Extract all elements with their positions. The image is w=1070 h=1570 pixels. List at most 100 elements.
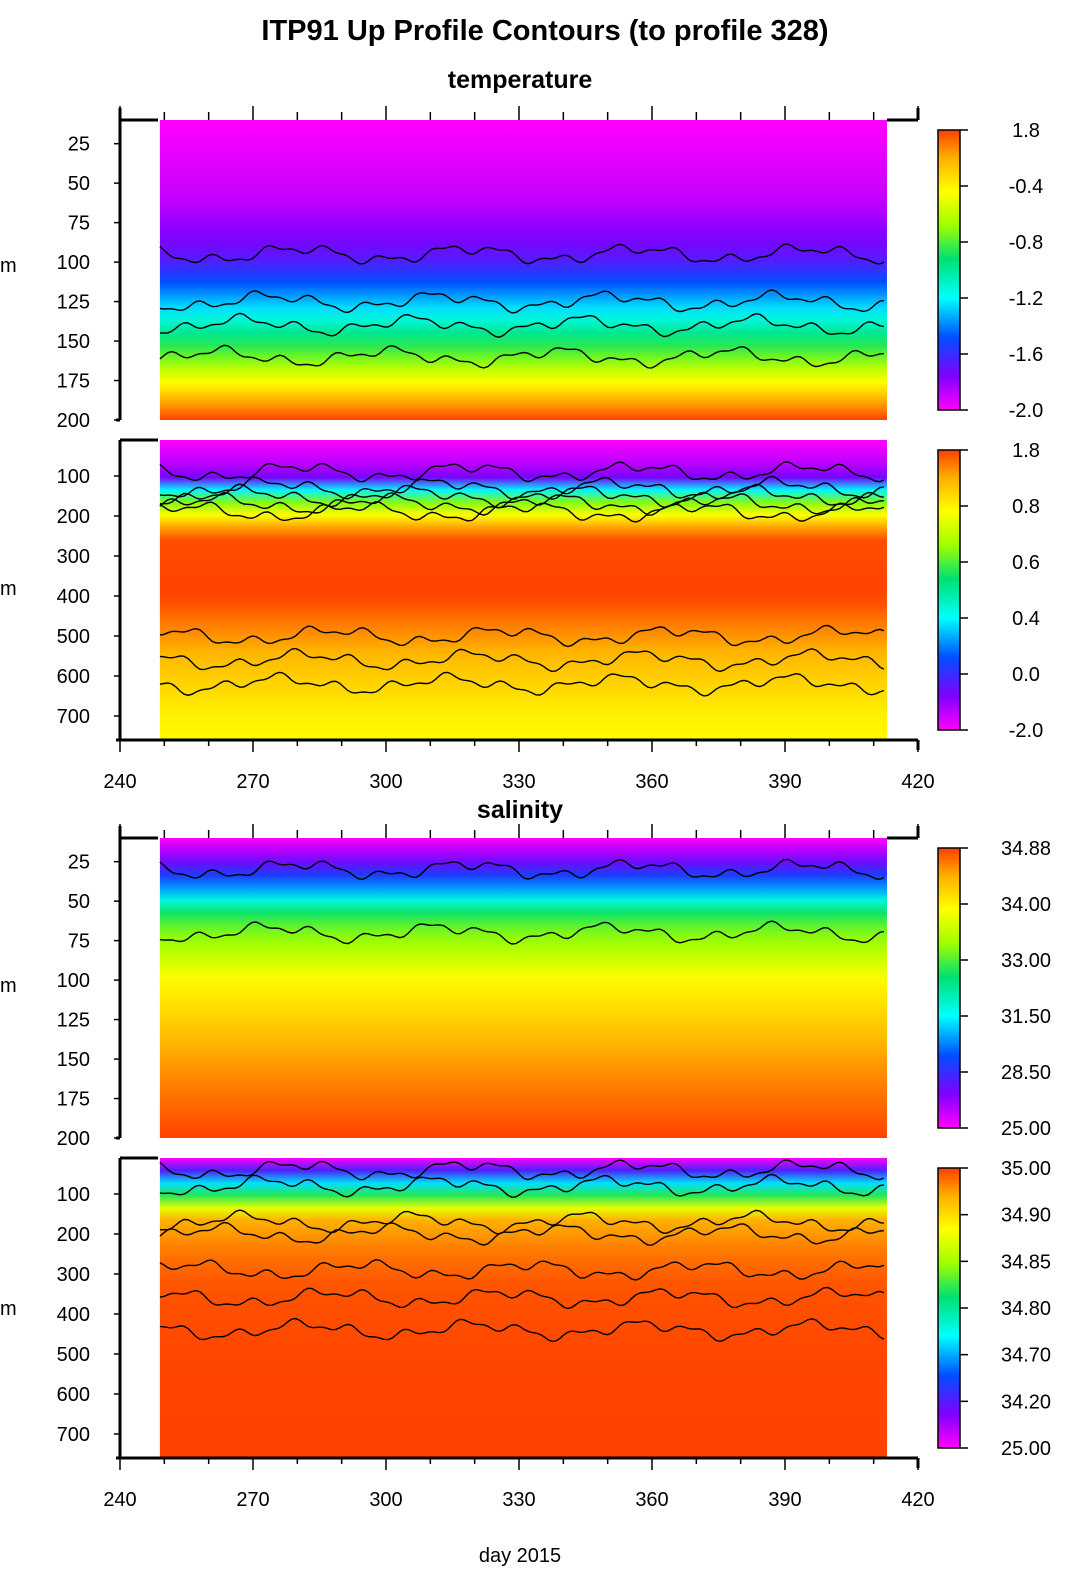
contour-line bbox=[159, 1317, 885, 1343]
colorbar-label: -0.8 bbox=[1009, 232, 1043, 254]
contour-line bbox=[159, 312, 885, 338]
y-tick-label: 400 bbox=[57, 586, 90, 608]
colorbar-frame bbox=[937, 847, 961, 1129]
colorbar-gradient bbox=[938, 848, 960, 1128]
colorbar-label: 25.00 bbox=[1001, 1118, 1051, 1140]
colorbar-gradient bbox=[938, 450, 960, 730]
colorbar-label: 34.20 bbox=[1001, 1391, 1051, 1413]
y-tick-label: 200 bbox=[57, 1224, 90, 1246]
y-tick-label: 25 bbox=[68, 134, 90, 156]
contour-line bbox=[159, 491, 884, 516]
x-tick-label: 300 bbox=[369, 1489, 402, 1511]
panels: 25 50 75 100 125 150 175 200 1.8 -0.4 -0.8 -1.2 -1.6… bbox=[57, 106, 1051, 1511]
y-tick-label: 500 bbox=[57, 1344, 90, 1366]
y-axis-unit-salinity-bottom: m bbox=[0, 1298, 17, 1320]
y-tick-label: 125 bbox=[57, 1010, 90, 1032]
heatmap-field bbox=[159, 838, 887, 1138]
colorbar-label: 35.00 bbox=[1001, 1158, 1051, 1180]
x-tick-label: 240 bbox=[103, 1489, 136, 1511]
contour-line bbox=[159, 483, 885, 509]
contour-line bbox=[159, 1286, 885, 1310]
colorbar-label: -2.0 bbox=[1009, 720, 1043, 742]
colorbar-label: 34.80 bbox=[1001, 1298, 1051, 1320]
y-tick-label: 175 bbox=[57, 371, 90, 393]
colorbar-label: 0.4 bbox=[1012, 608, 1040, 630]
colorbar-gradient bbox=[938, 130, 960, 410]
x-tick-label: 390 bbox=[768, 771, 801, 793]
heatmap-field bbox=[159, 440, 887, 740]
y-tick-label: 300 bbox=[57, 546, 90, 568]
y-tick-label: 150 bbox=[57, 331, 90, 353]
panel-temperature-bottom: 100 200 300 400 500 600 700 240 270 300 330 360 390 4… bbox=[57, 438, 1043, 793]
contour-line bbox=[159, 671, 885, 697]
colorbar-label: 34.90 bbox=[1001, 1205, 1051, 1227]
y-tick-label: 300 bbox=[57, 1264, 90, 1286]
x-tick-label: 360 bbox=[635, 1489, 668, 1511]
contour-line bbox=[159, 920, 885, 945]
colorbar-frame bbox=[937, 129, 961, 411]
heatmap-field bbox=[159, 1158, 887, 1458]
y-tick-label: 50 bbox=[68, 173, 90, 195]
temperature-section-label: temperature bbox=[448, 66, 593, 94]
y-tick-label: 50 bbox=[68, 891, 90, 913]
y-tick-label: 75 bbox=[68, 213, 90, 235]
contour-line bbox=[159, 243, 885, 265]
y-tick-label: 600 bbox=[57, 1384, 90, 1406]
contour-line bbox=[159, 1209, 885, 1235]
y-tick-label: 500 bbox=[57, 626, 90, 648]
colorbar-label: 33.00 bbox=[1001, 950, 1051, 972]
y-tick-label: 100 bbox=[57, 252, 90, 274]
y-tick-label: 200 bbox=[57, 506, 90, 528]
y-tick-label: 200 bbox=[57, 410, 90, 432]
contour-line bbox=[159, 1258, 885, 1281]
colorbar-label: 34.70 bbox=[1001, 1345, 1051, 1367]
y-tick-label: 175 bbox=[57, 1089, 90, 1111]
panel-temperature-top: 25 50 75 100 125 150 175 200 1.8 -0.4 -0.8 -1.2 -1.6… bbox=[57, 106, 1043, 432]
contour-line bbox=[159, 1159, 885, 1181]
colorbar-label: 1.8 bbox=[1012, 120, 1040, 142]
salinity-section-label: salinity bbox=[477, 796, 563, 824]
y-tick-label: 100 bbox=[57, 970, 90, 992]
colorbar-label: 0.6 bbox=[1012, 552, 1040, 574]
x-tick-label: 360 bbox=[635, 771, 668, 793]
y-axis-unit-temperature-top: m bbox=[0, 255, 17, 277]
y-tick-label: 100 bbox=[57, 1184, 90, 1206]
x-tick-label: 390 bbox=[768, 1489, 801, 1511]
x-tick-label: 330 bbox=[502, 771, 535, 793]
y-tick-label: 100 bbox=[57, 466, 90, 488]
y-tick-label: 400 bbox=[57, 1304, 90, 1326]
contour-line bbox=[159, 647, 885, 673]
panel-salinity-bottom: 100 200 300 400 500 600 700 240 270 300 330 360 390 4… bbox=[57, 1156, 1051, 1511]
contour-line bbox=[159, 344, 884, 369]
contour-line bbox=[159, 1221, 884, 1246]
x-axis-label: day 2015 bbox=[479, 1545, 561, 1567]
y-tick-label: 75 bbox=[68, 931, 90, 953]
figure-title: ITP91 Up Profile Contours (to profile 32… bbox=[261, 15, 828, 47]
contour-line bbox=[159, 1173, 885, 1199]
colorbar-label: 31.50 bbox=[1001, 1006, 1051, 1028]
colorbar-label: -2.0 bbox=[1009, 400, 1043, 422]
colorbar-label: -1.2 bbox=[1009, 288, 1043, 310]
x-tick-label: 420 bbox=[901, 1489, 934, 1511]
y-tick-label: 200 bbox=[57, 1128, 90, 1150]
contour-line bbox=[159, 858, 885, 880]
y-axis-unit-temperature-bottom: m bbox=[0, 578, 17, 600]
colorbar-label: 25.00 bbox=[1001, 1438, 1051, 1460]
colorbar-label: -0.4 bbox=[1009, 176, 1043, 198]
y-tick-label: 25 bbox=[68, 852, 90, 874]
y-tick-label: 700 bbox=[57, 1424, 90, 1446]
contour-line bbox=[159, 461, 885, 483]
colorbar-gradient bbox=[938, 1168, 960, 1448]
colorbar-label: 34.88 bbox=[1001, 838, 1051, 860]
colorbar-frame bbox=[937, 449, 961, 731]
colorbar-label: 0.8 bbox=[1012, 496, 1040, 518]
y-tick-label: 600 bbox=[57, 666, 90, 688]
heatmap-field bbox=[159, 120, 887, 420]
colorbar-label: -1.6 bbox=[1009, 344, 1043, 366]
x-tick-label: 240 bbox=[103, 771, 136, 793]
colorbar-label: 0.0 bbox=[1012, 664, 1040, 686]
colorbar-label: 28.50 bbox=[1001, 1062, 1051, 1084]
x-tick-label: 270 bbox=[236, 1489, 269, 1511]
colorbar-label: 1.8 bbox=[1012, 440, 1040, 462]
